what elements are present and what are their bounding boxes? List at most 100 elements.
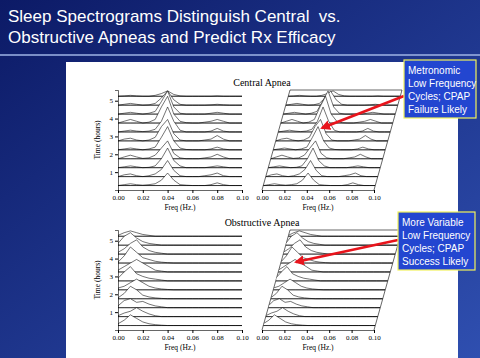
tick-mark bbox=[115, 136, 118, 137]
tick-label: 0.06 bbox=[324, 194, 337, 202]
spectrum-trace bbox=[118, 267, 242, 281]
x-tick: 0.04 bbox=[301, 190, 314, 202]
spectrum-trace bbox=[271, 141, 383, 159]
spectrum-trace bbox=[266, 161, 378, 177]
tick-mark bbox=[217, 190, 218, 193]
spectrum-trace bbox=[118, 286, 242, 299]
annotation-text: Success Likely bbox=[402, 256, 468, 267]
trace-baseline bbox=[278, 271, 390, 272]
tick-label: 2 bbox=[110, 151, 114, 159]
annotation-arrow bbox=[296, 240, 398, 262]
x-axis-title: Freq (Hz.) bbox=[302, 343, 334, 352]
tick-mark bbox=[284, 190, 285, 193]
x-tick: 0.06 bbox=[187, 330, 200, 342]
x-tick: 0.08 bbox=[212, 190, 225, 202]
y-tick: 1 bbox=[110, 309, 119, 317]
tick-label: 1 bbox=[110, 169, 114, 177]
spectrum-trace bbox=[118, 91, 242, 105]
spectrum-trace bbox=[118, 141, 242, 159]
y-tick: 1 bbox=[110, 169, 119, 177]
x-axis-title: Freq (Hz.) bbox=[164, 203, 196, 212]
tick-label: 4 bbox=[110, 255, 114, 263]
panel-frame bbox=[262, 230, 402, 330]
y-axis-title: Time (hours) bbox=[93, 120, 102, 160]
tick-mark bbox=[115, 276, 118, 277]
axis-line bbox=[119, 331, 243, 334]
spectrum-trace bbox=[268, 299, 380, 308]
x-tick: 0.06 bbox=[187, 190, 200, 202]
tick-label: 2 bbox=[110, 291, 114, 299]
x-axis-title: Freq (Hz.) bbox=[302, 203, 334, 212]
tick-label: 4 bbox=[110, 115, 114, 123]
trace-baseline bbox=[271, 298, 383, 299]
trace-baseline bbox=[268, 167, 380, 168]
spectrum-trace bbox=[118, 127, 242, 150]
chart: Central Apnea 0.00 0.02 0.04 0.06 0.08 0.10 0.0… bbox=[93, 77, 402, 212]
annotation-text: Failure Likely bbox=[408, 104, 467, 115]
tick-label: 0.08 bbox=[212, 334, 225, 342]
annotation: MetronomicLow FrequencyCycles; CPAPFailu… bbox=[322, 60, 476, 128]
spectrum-trace bbox=[276, 119, 388, 140]
annotation-box bbox=[404, 60, 476, 118]
tick-label: 3 bbox=[110, 273, 114, 281]
figure-background bbox=[66, 62, 458, 358]
trace-baseline bbox=[118, 298, 242, 299]
annotation-text: Low Frequency bbox=[408, 78, 476, 89]
spectrum-trace bbox=[278, 259, 390, 272]
tick-mark bbox=[115, 119, 118, 120]
x-tick: 0.00 bbox=[112, 190, 125, 202]
trace-baseline bbox=[271, 158, 383, 159]
x-tick: 0.00 bbox=[256, 190, 269, 202]
axis-line bbox=[119, 191, 243, 194]
x-axis: 0.000.020.040.060.080.10 bbox=[256, 330, 381, 342]
chart-title: Central Apnea bbox=[233, 77, 291, 88]
x-tick: 0.10 bbox=[368, 330, 381, 342]
tick-mark bbox=[329, 190, 330, 193]
spectrum-trace bbox=[118, 315, 242, 326]
spectrum-trace bbox=[278, 107, 390, 132]
x-axis-title: Freq (Hz.) bbox=[164, 343, 196, 352]
spectrum-trace bbox=[118, 148, 242, 168]
spectrum-trace bbox=[266, 308, 378, 317]
x-tick: 0.00 bbox=[256, 330, 269, 342]
x-tick: 0.04 bbox=[162, 330, 175, 342]
tick-label: 0.10 bbox=[236, 334, 249, 342]
spectrum-trace bbox=[118, 161, 242, 177]
tick-label: 5 bbox=[110, 237, 114, 245]
slide-title: Obstructive Apneas and Predict Rx Effica… bbox=[8, 28, 336, 47]
trace-baseline bbox=[288, 96, 400, 97]
tick-label: 0.00 bbox=[256, 334, 269, 342]
tick-mark bbox=[115, 172, 118, 173]
axis-line bbox=[115, 231, 119, 331]
x-tick: 0.10 bbox=[236, 330, 249, 342]
tick-mark bbox=[168, 190, 169, 193]
tick-mark bbox=[115, 154, 118, 155]
axis-line bbox=[263, 191, 375, 194]
tick-mark bbox=[115, 312, 118, 313]
annotation-text: Low Frequency bbox=[402, 230, 470, 241]
annotation-text: Cycles; CPAP bbox=[408, 91, 470, 102]
trace-baseline bbox=[118, 114, 242, 115]
trace-baseline bbox=[118, 271, 242, 272]
tick-mark bbox=[352, 190, 353, 193]
x-axis: 0.000.020.040.060.080.10 bbox=[112, 330, 249, 342]
spectrum-trace bbox=[118, 299, 242, 308]
x-tick: 0.08 bbox=[346, 330, 359, 342]
x-axis: 0.000.020.040.060.080.10 bbox=[112, 190, 249, 202]
tick-label: 0.10 bbox=[368, 334, 381, 342]
tick-label: 0.02 bbox=[137, 194, 150, 202]
spectrum-trace bbox=[118, 91, 242, 96]
tick-mark bbox=[217, 330, 218, 333]
x-tick: 0.10 bbox=[368, 190, 381, 202]
trace-baseline bbox=[118, 131, 242, 132]
x-tick: 0.02 bbox=[279, 190, 292, 202]
tick-mark bbox=[143, 330, 144, 333]
trace-baseline bbox=[283, 114, 395, 115]
tick-mark bbox=[352, 330, 353, 333]
axis-line bbox=[263, 331, 375, 334]
y-tick: 4 bbox=[110, 115, 119, 123]
tick-label: 0.04 bbox=[301, 334, 314, 342]
trace-baseline bbox=[118, 325, 242, 326]
trace-baseline bbox=[273, 289, 385, 290]
tick-label: 0.04 bbox=[162, 194, 175, 202]
